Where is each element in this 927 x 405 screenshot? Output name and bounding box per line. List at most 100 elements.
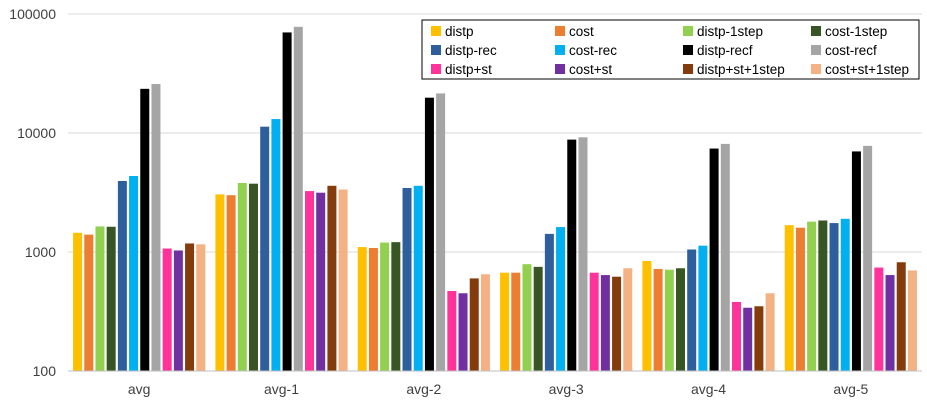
bar-cost-st-1step-avg (196, 244, 206, 371)
bar-distp-avg-5 (784, 225, 794, 371)
bar-distp-st-avg-2 (447, 291, 457, 371)
y-tick-label: 100000 (9, 6, 56, 22)
bar-distp-recf-avg-1 (282, 32, 292, 372)
x-tick-label: avg (128, 381, 151, 397)
bar-distp-avg-2 (357, 247, 367, 371)
legend-label: distp (445, 24, 474, 39)
bar-cost-st-1step-avg-1 (338, 189, 348, 371)
bar-cost-rec-avg-5 (840, 218, 850, 371)
bar-distp-recf-avg-2 (424, 97, 434, 371)
bar-distp-recf-avg-3 (567, 139, 577, 371)
legend-box (421, 19, 920, 80)
y-axis-ticks: 100 1000 10000 100000 (9, 6, 56, 379)
bar-cost-avg-1 (226, 195, 236, 371)
bar-cost-avg-5 (795, 227, 805, 371)
bar-distp-recf-avg-5 (851, 151, 861, 371)
bar-distp-rec-avg-1 (260, 126, 270, 372)
bar-cost-recf-avg-5 (863, 145, 873, 371)
legend-swatch (683, 64, 693, 74)
bar-distp-st-1step-avg (185, 243, 195, 371)
bar-distp-rec-avg (117, 181, 127, 371)
bar-cost-st-avg-3 (600, 275, 610, 371)
legend-swatch (431, 64, 441, 74)
bar-distp-st-1step-avg-4 (754, 306, 764, 371)
x-tick-label: avg-5 (833, 381, 868, 397)
bars (73, 26, 917, 372)
bar-cost-rec-avg-2 (413, 185, 423, 371)
bar-distp-1step-avg-3 (522, 264, 532, 371)
bar-distp-st-1step-avg-5 (896, 262, 906, 371)
legend-label: cost-recf (825, 43, 877, 58)
bar-cost-st-1step-avg-3 (623, 268, 633, 371)
bar-cost-1step-avg-1 (249, 183, 258, 371)
bar-cost-recf-avg-1 (293, 26, 303, 372)
legend-label: distp+st+1step (697, 62, 785, 77)
bar-distp-rec-avg-3 (544, 233, 554, 371)
bar-cost-recf-avg-2 (436, 93, 446, 371)
legend-swatch (431, 26, 441, 36)
bar-cost-1step-avg-5 (818, 220, 828, 371)
legend-label: cost-1step (825, 24, 887, 39)
y-tick-label: 1000 (25, 244, 56, 260)
legend-label: cost+st (569, 62, 612, 77)
bar-cost-1step-avg-3 (533, 266, 543, 371)
bar-distp-recf-avg (140, 88, 150, 371)
legend-label: distp+st (445, 62, 492, 77)
bar-distp-rec-avg-4 (687, 249, 697, 371)
legend-swatch (811, 64, 821, 74)
bar-distp-1step-avg-5 (807, 221, 817, 371)
bar-cost-st-avg-1 (316, 192, 326, 371)
bar-distp-st-avg-5 (874, 267, 884, 371)
legend-swatch (555, 45, 565, 55)
legend-swatch (811, 26, 821, 36)
bar-cost-1step-avg-4 (676, 268, 685, 371)
bar-distp-st-avg-4 (732, 302, 741, 371)
legend-label: distp-recf (697, 43, 753, 58)
bar-distp-avg (73, 232, 83, 371)
bar-cost-avg-3 (511, 272, 521, 371)
bar-distp-1step-avg (95, 226, 105, 371)
bar-distp-avg-4 (642, 261, 652, 371)
bar-cost-st-1step-avg-4 (765, 293, 775, 371)
bar-cost-rec-avg (129, 176, 139, 371)
bar-cost-st-avg-2 (458, 293, 468, 371)
bar-distp-1step-avg-4 (664, 269, 674, 371)
bar-cost-st-avg (173, 250, 183, 371)
bar-cost-recf-avg-3 (578, 137, 588, 371)
legend-swatch (431, 45, 441, 55)
bar-distp-st-1step-avg-2 (469, 278, 479, 371)
bar-cost-st-1step-avg-2 (480, 274, 490, 371)
y-tick-label: 100 (33, 363, 57, 379)
legend-swatch (683, 45, 693, 55)
bar-cost-avg-4 (653, 268, 663, 371)
grid-lines (68, 13, 922, 253)
bar-cost-avg (84, 234, 94, 371)
bar-distp-st-1step-avg-1 (327, 185, 337, 371)
legend-label: cost (569, 24, 594, 39)
bar-distp-recf-avg-4 (709, 148, 719, 371)
bar-cost-recf-avg-4 (720, 143, 730, 371)
bar-cost-1step-avg (106, 226, 116, 371)
legend-label: cost+st+1step (825, 62, 909, 77)
legend-swatch (555, 64, 565, 74)
x-tick-label: avg-4 (691, 381, 726, 397)
bar-cost-recf-avg (151, 84, 161, 372)
x-tick-label: avg-1 (264, 381, 299, 397)
bar-distp-st-avg-1 (305, 191, 314, 371)
bar-cost-st-avg-5 (885, 275, 895, 371)
bar-cost-st-1step-avg-5 (907, 270, 917, 371)
bar-cost-avg-2 (368, 248, 378, 371)
bar-distp-st-avg (162, 248, 172, 371)
bar-distp-avg-3 (500, 272, 510, 371)
legend-swatch (683, 26, 693, 36)
bar-cost-st-avg-4 (743, 307, 753, 371)
legend-swatch (555, 26, 565, 36)
legend-label: cost-rec (569, 43, 617, 58)
bar-distp-st-1step-avg-3 (612, 276, 622, 371)
legend: distp cost distp-1step cost-1step distp-rec c… (421, 19, 920, 80)
legend-label: distp-rec (445, 43, 497, 58)
x-tick-label: avg-2 (406, 381, 441, 397)
bar-cost-rec-avg-4 (698, 245, 708, 371)
bar-cost-1step-avg-2 (391, 242, 401, 371)
